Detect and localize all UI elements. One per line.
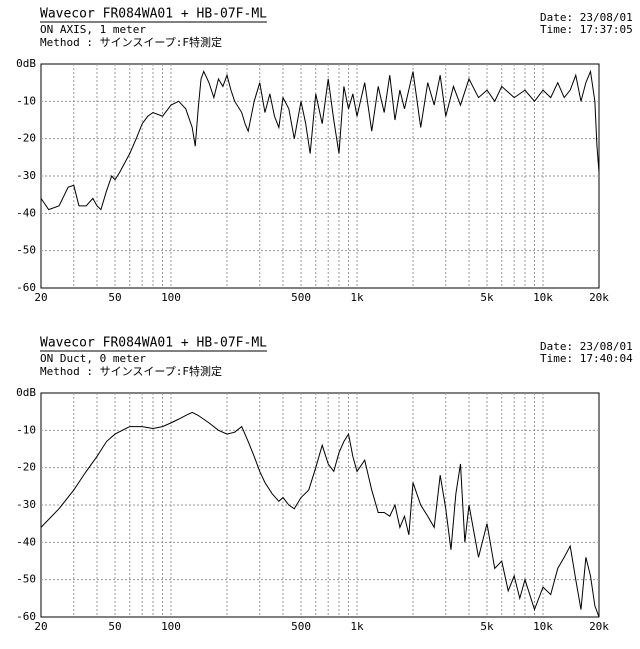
y-tick-label: 0dB — [16, 386, 36, 399]
response-line — [40, 69, 600, 211]
method: Method : サインスイープ:F特測定 — [40, 364, 222, 378]
x-tick-label: 5k — [480, 620, 494, 633]
x-tick-label: 50 — [108, 620, 121, 633]
y-tick-label: -10 — [16, 423, 36, 436]
y-tick-label: -30 — [16, 498, 36, 511]
x-tick-label: 50 — [108, 291, 121, 304]
y-tick-label: -10 — [16, 94, 36, 107]
y-tick-label: -60 — [16, 610, 36, 623]
y-tick-label: -30 — [16, 169, 36, 182]
y-tick-label: -20 — [16, 132, 36, 145]
x-tick-label: 1k — [350, 291, 364, 304]
y-tick-label: -40 — [16, 535, 36, 548]
y-tick-label: -40 — [16, 206, 36, 219]
time: Time: 17:40:04 — [540, 352, 633, 365]
chart-title: Wavecor FR084WA01 + HB-07F-ML — [40, 7, 267, 22]
subtitle: ON Duct, 0 meter — [40, 352, 146, 365]
x-tick-label: 20 — [34, 620, 47, 633]
y-tick-label: 0dB — [16, 57, 36, 70]
x-tick-label: 100 — [161, 620, 181, 633]
x-tick-label: 5k — [480, 291, 494, 304]
x-tick-label: 1k — [350, 620, 364, 633]
x-tick-label: 500 — [291, 291, 311, 304]
x-tick-label: 500 — [291, 620, 311, 633]
plot-frame — [40, 63, 600, 289]
response-line — [40, 411, 600, 618]
x-tick-label: 20k — [589, 291, 609, 304]
y-tick-label: -50 — [16, 573, 36, 586]
method: Method : サインスイープ:F特測定 — [40, 35, 222, 49]
x-tick-label: 20k — [589, 620, 609, 633]
time: Time: 17:37:05 — [540, 23, 633, 36]
date: Date: 23/08/01 — [540, 11, 633, 24]
y-tick-label: -50 — [16, 244, 36, 257]
x-tick-label: 20 — [34, 291, 47, 304]
date: Date: 23/08/01 — [540, 340, 633, 353]
y-tick-label: -60 — [16, 281, 36, 294]
plot-frame — [40, 392, 600, 618]
chart-title: Wavecor FR084WA01 + HB-07F-ML — [40, 336, 267, 351]
y-tick-label: -20 — [16, 461, 36, 474]
x-tick-label: 10k — [533, 291, 553, 304]
x-tick-label: 10k — [533, 620, 553, 633]
x-tick-label: 100 — [161, 291, 181, 304]
subtitle: ON AXIS, 1 meter — [40, 23, 146, 36]
